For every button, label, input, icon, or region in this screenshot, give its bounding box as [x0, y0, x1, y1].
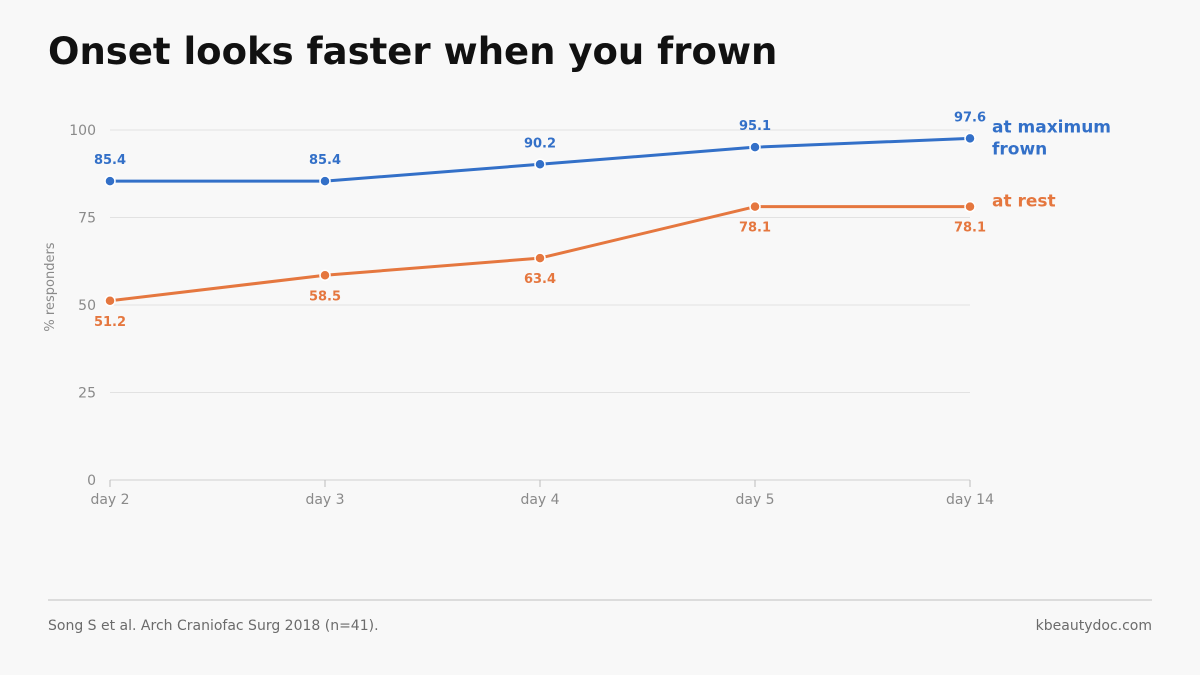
x-axis: day 2 day 3 day 4 day 5 day 14	[90, 479, 994, 508]
data-label: 90.2	[524, 136, 556, 151]
x-tick-label: day 14	[946, 492, 994, 508]
data-point	[749, 141, 761, 153]
data-label: 78.1	[739, 221, 771, 236]
y-axis-title: % responders	[43, 242, 58, 331]
series-label-frown: frown	[992, 139, 1047, 159]
series-label-frown: at maximum	[992, 117, 1111, 137]
series-rest: 51.2 58.5 63.4 78.1 78.1 at rest	[94, 192, 1056, 330]
series-label-rest: at rest	[992, 192, 1056, 212]
x-tick-label: day 4	[520, 492, 559, 508]
data-point	[964, 200, 976, 213]
x-tick-label: day 3	[305, 492, 344, 508]
data-label: 97.6	[954, 110, 986, 125]
data-label: 58.5	[309, 289, 341, 304]
data-label: 85.4	[309, 153, 341, 168]
data-label: 78.1	[954, 221, 986, 236]
data-point	[534, 252, 546, 264]
data-label: 95.1	[739, 119, 771, 134]
y-tick-label: 100	[69, 123, 96, 139]
data-point	[319, 175, 331, 187]
y-tick-labels: 0 25 50 75 100	[69, 123, 96, 489]
y-tick-label: 50	[78, 298, 96, 314]
data-label: 85.4	[94, 153, 126, 168]
x-tick-label: day 5	[735, 492, 774, 508]
data-point	[104, 295, 116, 307]
data-point	[964, 132, 976, 145]
y-tick-label: 25	[78, 386, 96, 402]
data-label: 51.2	[94, 315, 126, 330]
footer-divider	[48, 599, 1152, 601]
chart-title: Onset looks faster when you frown	[48, 30, 778, 73]
data-label: 63.4	[524, 272, 556, 287]
data-point	[749, 200, 761, 213]
y-tick-label: 75	[78, 211, 96, 227]
series-group: 85.4 85.490.295.197.6 at maximumfrown51.25…	[94, 110, 1111, 329]
x-tick-label: day 2	[90, 492, 129, 508]
site-credit: kbeautydoc.com	[1035, 618, 1152, 634]
data-point	[534, 158, 546, 171]
y-tick-label: 0	[87, 473, 96, 489]
data-point	[104, 175, 116, 187]
gridlines	[110, 129, 970, 393]
data-point	[319, 269, 331, 281]
source-citation: Song S et al. Arch Craniofac Surg 2018 (…	[48, 618, 379, 634]
